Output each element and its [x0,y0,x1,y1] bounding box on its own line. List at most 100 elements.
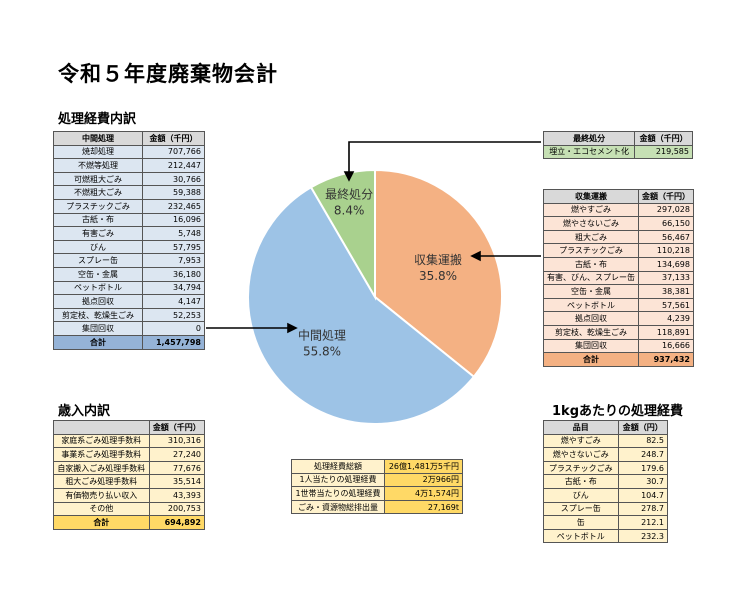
row-label: 燃やさないごみ [543,216,639,231]
table-row: ペットボトル 34,794 [52,280,205,296]
table-header-cell: 金額（円） [617,420,669,435]
table-row: 有価物売り払い収入 43,393 [53,487,206,503]
total-label: 合計 [543,352,639,367]
table-header-row: 金額（千円） [53,420,206,435]
row-label: 剪定枝、乾燥生ごみ [543,324,639,340]
table-row: 1人当たりの処理経費 2万966円 [290,472,463,488]
table-header-cell: 金額（千円） [142,131,205,146]
row-label: 1世帯当たりの処理経費 [290,486,386,501]
row-label: ペットボトル [52,280,144,296]
row-value: 212,447 [142,158,205,173]
table-header-cell: 金額（千円） [148,420,206,435]
table-row: 集団回収 0 [52,321,205,336]
row-label: ペットボトル [543,297,639,313]
row-value: 219,585 [634,144,693,160]
row-value: 0 [142,321,205,336]
row-value: 200,753 [148,501,206,517]
row-label: その他 [53,501,150,517]
table-row: 缶 212.1 [543,515,669,530]
row-value: 37,133 [638,270,694,286]
row-label: 有害ごみ [52,226,144,241]
row-label: 集団回収 [543,338,639,354]
table-row: 燃やすごみ 297,028 [543,202,694,218]
row-label: 燃やさないごみ [543,447,619,462]
page-title: 令和５年度廃棄物会計 [58,62,278,86]
table-row: 燃やさないごみ 248.7 [543,447,669,462]
pie-pct-0: 35.8% [419,269,457,283]
pie-slice-2 [309,168,376,301]
row-value: 27,240 [148,447,206,462]
sainyu-table: 金額（千円） 家庭系ごみ処理手数料 310,316 事業系ごみ処理手数料 27,240 自… [53,420,206,530]
table-header-cell [53,420,150,435]
pie-label-2: 最終処分 [325,186,373,201]
table-header-row: 中間処理 金額（千円） [52,131,205,146]
table-header-cell: 中間処理 [52,131,144,146]
table-row: 古紙・布 134,698 [543,256,694,272]
row-label: ペットボトル [543,528,619,544]
shushu-table: 収集運搬 金額（千円） 燃やすごみ 297,028 燃やさないごみ 66,150 粗大ごみ 5… [543,189,694,367]
table-row: ごみ・資源物総排出量 27,169t [290,499,463,515]
table-row: 可燃粗大ごみ 30,766 [52,171,205,187]
row-label: 缶 [543,515,619,530]
row-value: 56,467 [638,229,694,245]
pie-slice-1 [247,185,476,425]
row-label: 空缶・金属 [52,266,144,282]
arrow-saishu [348,141,541,174]
row-value: 134,698 [638,256,694,272]
table-row: プラスチックごみ 232,465 [52,198,205,214]
table-row: 燃やすごみ 82.5 [543,433,669,449]
row-value: 43,393 [148,487,206,503]
table-header-cell: 品目 [543,420,619,435]
chuukan-table: 中間処理 金額（千円） 焼却処理 707,766 不燃等処理 212,447 可燃粗大ごみ 3… [52,131,205,350]
row-value: 16,096 [142,212,205,228]
row-value: 248.7 [617,447,669,462]
row-value: 232,465 [142,198,205,214]
row-label: ごみ・資源物総排出量 [290,499,386,515]
row-value: 77,676 [148,460,206,476]
row-label: 燃やすごみ [543,433,619,449]
section-title-sainyu: 歳入内訳 [58,404,111,419]
total-label: 合計 [52,334,144,350]
row-label: 古紙・布 [52,212,144,228]
row-label: 古紙・布 [543,474,619,489]
section-title-shori: 処理経費内訳 [58,112,137,127]
table-header-cell: 最終処分 [542,131,636,146]
row-value: 310,316 [148,433,206,449]
table-row: 埋立・エコセメント化 219,585 [542,144,693,160]
row-label: 埋立・エコセメント化 [542,144,636,160]
table-row: 古紙・布 16,096 [52,212,205,228]
total-value: 694,892 [148,515,206,530]
total-value: 1,457,798 [142,334,205,350]
pie-label-0: 収集運搬 [414,252,462,267]
table-row: びん 57,795 [52,239,205,255]
row-value: 707,766 [142,144,205,160]
row-value: 52,253 [142,307,205,323]
row-value: 5,748 [142,226,205,241]
row-value: 59,388 [142,185,205,200]
saishu-table: 最終処分 金額（千円） 埋立・エコセメント化 219,585 [542,131,693,160]
row-value: 36,180 [142,266,205,282]
row-label: 集団回収 [52,321,144,336]
table-row: 剪定枝、乾燥生ごみ 118,891 [543,324,694,340]
table-row: プラスチックごみ 179.6 [543,460,669,476]
row-value: 2万966円 [384,472,463,488]
table-total-row: 合計 937,432 [543,352,694,367]
total-label: 合計 [53,515,150,530]
table-row: 焼却処理 707,766 [52,144,205,160]
table-row: 粗大ごみ処理手数料 35,514 [53,474,206,489]
table-total-row: 合計 694,892 [53,515,206,530]
arrow-saishu-head [343,171,355,182]
row-value: 82.5 [617,433,669,449]
perkg-table: 品目 金額（円） 燃やすごみ 82.5 燃やさないごみ 248.7 プラスチックごみ 179.… [543,420,669,544]
row-value: 38,381 [638,284,694,299]
pie-label-1: 中間処理 [298,328,346,343]
summary-table: 処理経費総額 26億1,481万5千円 1人当たりの処理経費 2万966円 1世帯当たり… [290,459,463,515]
row-label: プラスチックごみ [543,460,619,476]
row-value: 34,794 [142,280,205,296]
table-row: 家庭系ごみ処理手数料 310,316 [53,433,206,449]
table-total-row: 合計 1,457,798 [52,334,205,350]
pie-pct-2: 8.4% [334,203,365,217]
table-row: 空缶・金属 36,180 [52,266,205,282]
section-title-per-kg: 1kgあたりの処理経費 [552,404,683,419]
